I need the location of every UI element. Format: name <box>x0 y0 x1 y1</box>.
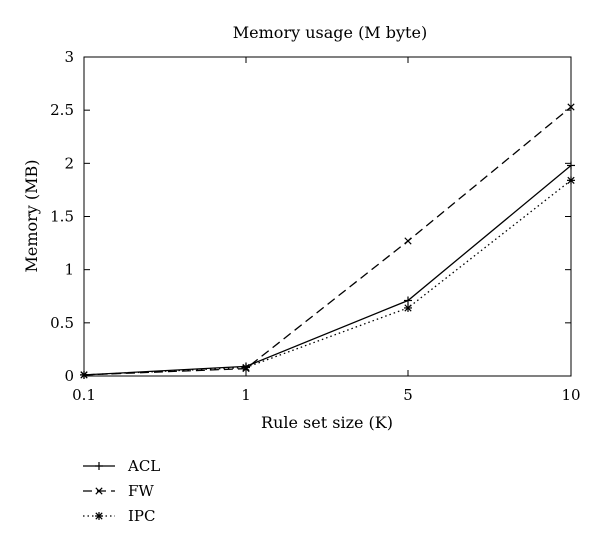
x-axis-title: Rule set size (K) <box>261 413 393 432</box>
x-tick-label: 1 <box>241 386 251 404</box>
series-line-fw <box>83 106 572 376</box>
data-point-ipc <box>567 176 575 185</box>
y-tick-label: 0.5 <box>50 314 74 332</box>
data-point-acl <box>404 296 412 305</box>
legend-marker-acl <box>95 462 103 470</box>
plot-frame <box>83 56 572 377</box>
y-tick-label: 0 <box>64 367 74 385</box>
legend-label-acl: ACL <box>127 457 160 475</box>
y-axis-title: Memory (MB) <box>22 159 41 272</box>
y-tick-label: 2 <box>64 154 74 172</box>
series-line-ipc <box>83 179 572 376</box>
y-tick-label: 2.5 <box>50 101 74 119</box>
data-point-acl <box>567 161 575 170</box>
legend-label-fw: FW <box>128 482 154 500</box>
series-line-acl <box>83 164 572 376</box>
legend-item-fw: FW <box>83 482 154 500</box>
legend-marker-fw <box>95 487 103 495</box>
y-tick-label: 1.5 <box>50 208 74 226</box>
x-tick-label: 0.1 <box>72 386 96 404</box>
data-point-ipc <box>404 303 412 312</box>
chart-title: Memory usage (M byte) <box>233 23 427 42</box>
data-point-fw <box>567 103 575 111</box>
data-point-ipc <box>80 370 88 379</box>
legend-label-ipc: IPC <box>128 507 156 525</box>
y-tick-label: 3 <box>64 48 74 66</box>
y-tick-label: 1 <box>64 261 74 279</box>
legend-item-acl: ACL <box>83 457 160 475</box>
data-point-fw <box>404 237 412 245</box>
data-point-ipc <box>242 363 250 372</box>
ticks-layer: 0 0.5 1 1.5 2 2.5 3 0.1 1 5 10 <box>50 48 580 404</box>
x-tick-label: 10 <box>561 386 580 404</box>
x-tick-label: 5 <box>403 386 413 404</box>
legend-marker-ipc <box>95 512 103 520</box>
legend-item-ipc: IPC <box>83 507 156 525</box>
legend: ACL FW IPC <box>83 457 160 525</box>
series-layer <box>80 103 575 379</box>
